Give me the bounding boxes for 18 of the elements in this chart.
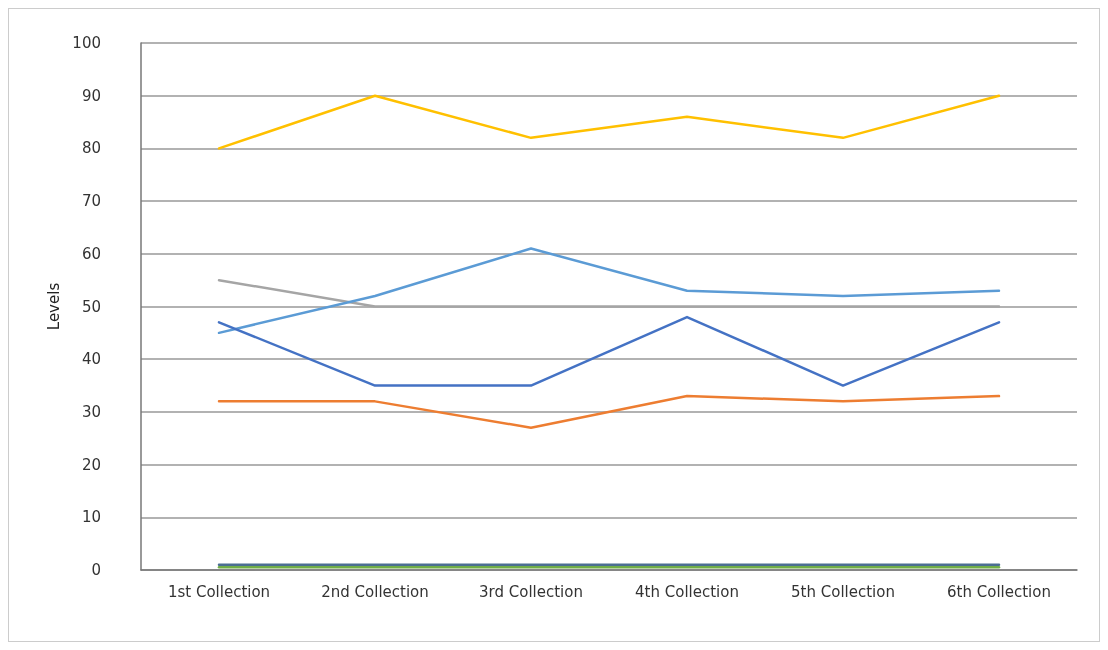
y-tick-label: 30 bbox=[81, 402, 101, 421]
x-tick-label: 4th Collection bbox=[635, 582, 739, 601]
x-tick-label: 3rd Collection bbox=[479, 582, 583, 601]
y-axis-title: Levels bbox=[44, 282, 63, 331]
x-tick-label: 1st Collection bbox=[167, 582, 271, 601]
y-tick-label: 90 bbox=[81, 86, 101, 105]
y-tick-label: 10 bbox=[81, 508, 101, 527]
x-tick-label: 6th Collection bbox=[947, 582, 1051, 601]
y-tick-label: 60 bbox=[81, 244, 101, 263]
y-tick-label: 40 bbox=[81, 350, 101, 369]
x-tick-label: 5th Collection bbox=[791, 582, 895, 601]
x-tick-label: 2nd Collection bbox=[321, 582, 429, 601]
y-tick-label: 70 bbox=[81, 192, 101, 211]
y-tick-label: 100 bbox=[72, 34, 101, 52]
y-tick-label: 50 bbox=[81, 297, 101, 316]
y-tick-label: 20 bbox=[81, 455, 101, 474]
y-tick-label: 80 bbox=[81, 139, 101, 158]
y-tick-label: 0 bbox=[91, 561, 101, 579]
